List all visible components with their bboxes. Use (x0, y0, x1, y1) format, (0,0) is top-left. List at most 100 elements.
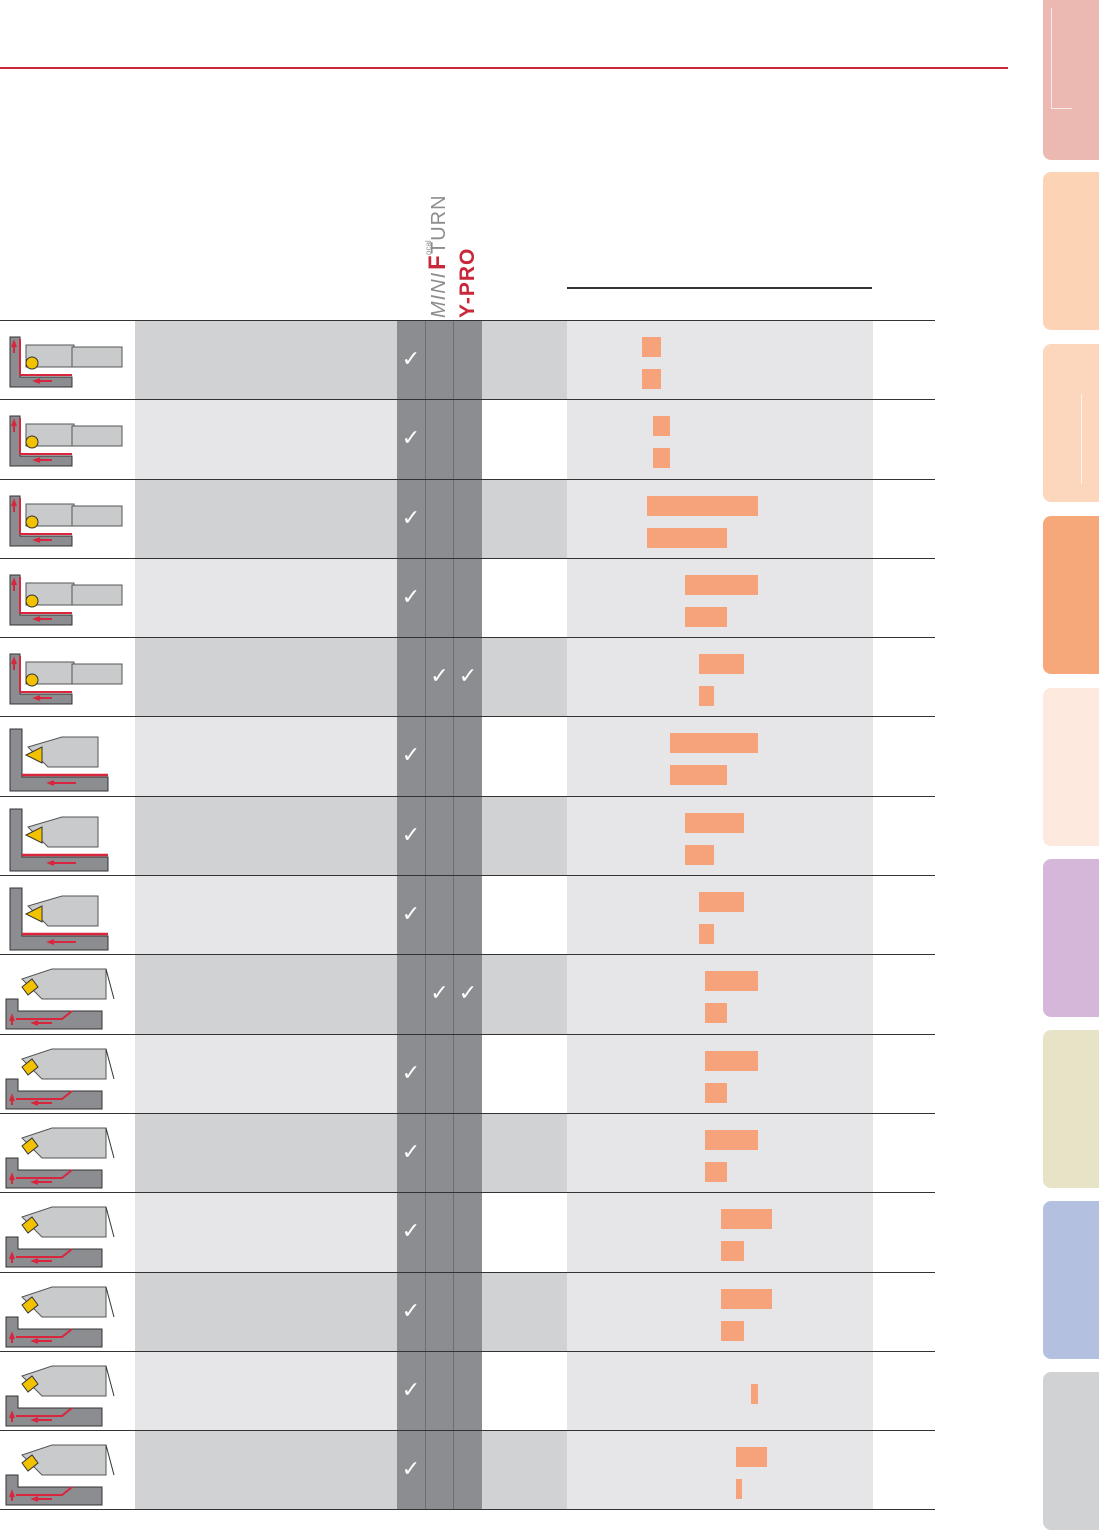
check-cell (426, 876, 454, 955)
check-cell (426, 400, 454, 479)
range-bar-cell (567, 955, 873, 1034)
profile-boring-tool-icon (5, 968, 115, 1030)
check-cell: ✓ (397, 717, 426, 796)
end-cell (873, 1351, 935, 1431)
range-bar (699, 924, 714, 945)
check-cell: ✓ (397, 1034, 426, 1113)
check-cell (454, 1034, 482, 1113)
check-cell (454, 1193, 482, 1272)
section-tab[interactable] (1043, 344, 1099, 502)
range-bar (653, 416, 670, 437)
check-cell (397, 955, 426, 1034)
check-cell (454, 1351, 482, 1431)
check-cell (426, 1113, 454, 1193)
spec-cell (482, 1113, 567, 1193)
checkmark-icon: ✓ (401, 743, 421, 769)
bore-turning-tool-icon (9, 808, 109, 872)
range-bar-cell (567, 1193, 873, 1272)
check-cell: ✓ (454, 638, 482, 717)
logo-ypro-text: Y-PRO (456, 248, 479, 318)
table-row: ✓ (0, 558, 935, 639)
spec-cell (482, 400, 567, 479)
check-cell (397, 638, 426, 717)
check-cell (454, 400, 482, 479)
section-tab[interactable] (1043, 1372, 1099, 1530)
tool-image-cell (0, 876, 135, 955)
section-tab[interactable] (1043, 172, 1099, 330)
description-cell (135, 717, 397, 796)
end-cell (873, 1272, 935, 1351)
end-cell (873, 717, 935, 796)
spec-cell (482, 479, 567, 558)
section-tab[interactable] (1043, 516, 1099, 674)
table-row: ✓ (0, 717, 935, 797)
ypro-logo: Y-PRO (456, 248, 479, 318)
range-bar (721, 1209, 772, 1230)
check-cell (454, 1431, 482, 1510)
description-cell (135, 796, 397, 876)
bore-turning-tool-icon (9, 728, 109, 792)
end-cell (873, 1431, 935, 1510)
checkmark-icon: ✓ (458, 664, 478, 690)
logo-small-text: ocal (424, 240, 433, 255)
tool-image-cell (0, 1034, 135, 1113)
description-cell (135, 400, 397, 479)
range-bar-cell (567, 1351, 873, 1431)
table-row: ✓ (0, 1113, 935, 1194)
section-tab[interactable] (1043, 0, 1099, 160)
checkmark-icon: ✓ (401, 1060, 421, 1086)
section-tab[interactable] (1043, 1201, 1099, 1359)
range-bar-cell (567, 1113, 873, 1193)
section-tab[interactable] (1043, 859, 1099, 1017)
section-tab[interactable] (1043, 1030, 1099, 1188)
tool-image-cell (0, 321, 135, 400)
section-tab[interactable] (1043, 688, 1099, 846)
range-bar (647, 495, 758, 516)
check-cell: ✓ (397, 1431, 426, 1510)
table-row: ✓ (0, 321, 935, 401)
spec-cell (482, 638, 567, 717)
range-bar-cell (567, 1431, 873, 1510)
range-bar-cell (567, 321, 873, 400)
range-bar (705, 1082, 727, 1103)
spec-cell (482, 1351, 567, 1431)
corner-boring-tool-icon (9, 653, 123, 705)
tool-image-cell (0, 1193, 135, 1272)
range-bar (705, 1161, 727, 1182)
range-bar-cell (567, 638, 873, 717)
bore-turning-tool-icon (9, 887, 109, 951)
description-cell (135, 638, 397, 717)
spec-cell (482, 1431, 567, 1510)
checkmark-icon: ✓ (401, 426, 421, 452)
range-bar (685, 844, 714, 865)
spec-cell (482, 1034, 567, 1113)
range-bar (685, 812, 744, 833)
range-bar (705, 1003, 727, 1024)
description-cell (135, 1193, 397, 1272)
checkmark-icon: ✓ (401, 505, 421, 531)
tool-image-cell (0, 1272, 135, 1351)
spec-cell (482, 558, 567, 638)
spec-cell (482, 876, 567, 955)
description-cell (135, 321, 397, 400)
tool-table: ✓ ✓ ✓ ✓ ✓ ✓ ✓ ✓ ✓ ✓ ✓ ✓ ✓ ✓ ✓ ✓ ✓ (0, 320, 935, 1511)
check-cell: ✓ (397, 796, 426, 876)
table-row: ✓ (0, 400, 935, 480)
table-row: ✓ ✓ (0, 638, 935, 718)
range-bar (685, 574, 758, 595)
checkmark-icon: ✓ (401, 1139, 421, 1165)
check-cell: ✓ (426, 638, 454, 717)
check-cell: ✓ (397, 876, 426, 955)
check-cell: ✓ (397, 321, 426, 400)
tool-image-cell (0, 796, 135, 876)
profile-boring-tool-icon (5, 1286, 115, 1348)
spec-cell (482, 796, 567, 876)
check-cell (454, 1113, 482, 1193)
range-bar (699, 654, 744, 675)
profile-boring-tool-icon (5, 1206, 115, 1268)
description-cell (135, 1431, 397, 1510)
range-bar (705, 971, 758, 992)
table-row: ✓ (0, 796, 935, 877)
corner-boring-tool-icon (9, 415, 123, 467)
tool-image-cell (0, 638, 135, 717)
